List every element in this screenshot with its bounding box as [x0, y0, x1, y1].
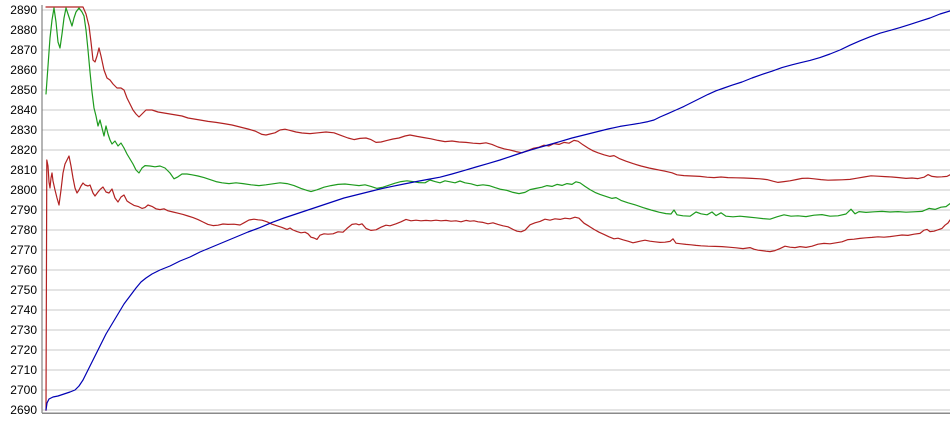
y-gridlines [42, 9, 950, 411]
y-tick-label: 2750 [10, 283, 37, 297]
series-upper-red-band [45, 6, 950, 183]
y-tick-label: 2690 [10, 403, 37, 417]
y-tick-label: 2740 [10, 303, 37, 317]
series-lines [45, 6, 950, 411]
y-tick-label: 2760 [10, 263, 37, 277]
y-tick-label: 2830 [10, 123, 37, 137]
y-tick-label: 2880 [10, 23, 37, 37]
series-green-middle-line [45, 7, 950, 220]
y-tick-label: 2860 [10, 63, 37, 77]
y-tick-label: 2730 [10, 323, 37, 337]
y-tick-label: 2870 [10, 43, 37, 57]
y-tick-label: 2810 [10, 163, 37, 177]
y-tick-label: 2850 [10, 83, 37, 97]
y-tick-label: 2800 [10, 183, 37, 197]
y-tick-label: 2700 [10, 383, 37, 397]
y-axis-labels: 2890 2880 2870 2860 2850 2840 2830 2820 2810 2800… [10, 3, 37, 417]
y-tick-label: 2780 [10, 223, 37, 237]
y-tick-label: 2770 [10, 243, 37, 257]
y-tick-label: 2840 [10, 103, 37, 117]
chart-borders [41, 5, 950, 414]
y-tick-label: 2710 [10, 363, 37, 377]
y-tick-label: 2720 [10, 343, 37, 357]
series-lower-red-band [45, 155, 950, 411]
y-tick-label: 2820 [10, 143, 37, 157]
y-tick-label: 2790 [10, 203, 37, 217]
y-tick-label: 2890 [10, 3, 37, 17]
series-blue-rising-line [45, 10, 950, 411]
